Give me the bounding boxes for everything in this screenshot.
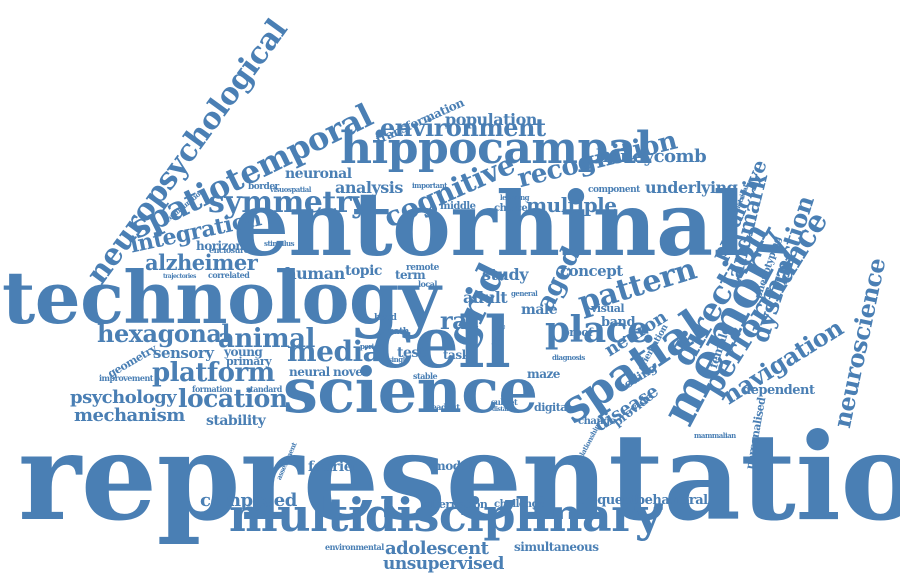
word-animal: animal: [218, 324, 315, 354]
word-simultaneous: simultaneous: [514, 540, 599, 554]
word-young: young: [224, 345, 263, 359]
word-alternation: alternation: [424, 498, 488, 511]
word-mechanism: mechanism: [74, 405, 185, 426]
word-adolescent: adolescent: [385, 538, 489, 559]
word-remote: remote: [406, 263, 439, 273]
word-subset: subset: [491, 397, 518, 407]
word-middle: middle: [440, 201, 476, 212]
word-frequent: frequent: [578, 493, 637, 508]
word-composed: composed: [200, 490, 297, 511]
word-representation: representation: [18, 407, 900, 548]
word-underlying: underlying: [645, 178, 738, 197]
word-analysis: analysis: [335, 178, 403, 197]
word-mammalian: mammalian: [694, 431, 736, 440]
word-multidisciplinary: multidisciplinary: [229, 488, 662, 542]
word-formation: formation: [192, 384, 233, 394]
word-novel: novel: [333, 365, 367, 379]
word-sensory: sensory: [153, 344, 214, 362]
word-platform: platform: [152, 358, 275, 388]
word-period: period: [360, 342, 383, 351]
word-cell: cell: [372, 301, 511, 384]
word-local: local: [418, 279, 437, 289]
word-task: task: [443, 348, 470, 362]
word-border: border: [248, 182, 279, 192]
word-hexagonal: hexagonal: [97, 319, 230, 348]
word-term: term: [395, 268, 426, 282]
word-neural: neural: [289, 365, 330, 379]
word-place: place: [545, 309, 650, 351]
word-visuospatial: visuospatial: [270, 185, 311, 194]
word-concept: concept: [560, 262, 623, 280]
word-behavioral: behavioral: [636, 493, 708, 508]
word-location: location: [178, 384, 288, 413]
word-environment: environment: [380, 113, 546, 142]
word-maze: maze: [527, 367, 560, 381]
word-readout: readout: [428, 402, 460, 412]
word-learning: learning: [500, 193, 530, 202]
word-neuronal: neuronal: [285, 166, 352, 182]
word-stability: stability: [206, 413, 266, 429]
word-distance: distance: [492, 406, 517, 413]
word-alzheimer: alzheimer: [145, 250, 258, 275]
word-improvement: improvement: [99, 373, 153, 383]
word-male: male: [521, 302, 558, 318]
word-correlated: correlated: [208, 270, 250, 280]
word-honeycomb: honeycomb: [596, 146, 707, 167]
word-test: test: [397, 345, 425, 361]
word-horizon: horizon: [196, 239, 244, 253]
word-diagnosis: diagnosis: [552, 353, 585, 362]
word-adult: adult: [463, 288, 508, 307]
word-proof: proof: [562, 326, 593, 339]
word-trajectories: trajectories: [163, 273, 196, 280]
word-environmental: environmental: [325, 542, 384, 552]
word-enclosure: enclosure: [209, 245, 249, 255]
word-general: general: [511, 289, 538, 298]
word-rat: rat: [440, 306, 478, 335]
word-band: band: [601, 315, 636, 330]
word-entorhinal: entorhinal: [233, 172, 746, 276]
word-psychology: psychology: [70, 387, 177, 408]
word-challenge: challenge: [494, 499, 544, 510]
word-unsupervised: unsupervised: [383, 554, 504, 574]
word-population: population: [445, 110, 537, 129]
word-model: model: [433, 459, 472, 473]
word-study: study: [482, 265, 529, 284]
word-head: head: [374, 313, 397, 323]
word-visual: visual: [591, 302, 625, 315]
word-hippocampal: hippocampal: [340, 123, 652, 174]
word-standard: standard: [246, 384, 282, 394]
word-technology: technology: [2, 255, 441, 340]
word-topic: topic: [345, 263, 382, 279]
word-dependent: dependent: [742, 383, 815, 398]
word-human: human: [285, 264, 345, 283]
word-stimulus: stimulus: [264, 239, 295, 248]
word-single: single: [388, 355, 409, 364]
word-multiple: multiple: [526, 193, 617, 217]
word-choice: choice: [494, 203, 528, 214]
word-science: science: [283, 354, 538, 427]
word-primary: primary: [226, 355, 272, 368]
word-stable: stable: [413, 371, 438, 381]
word-fourier: fourier: [308, 459, 360, 475]
word-medial: medial: [287, 335, 391, 368]
word-important: important: [412, 181, 447, 190]
word-path: path: [388, 327, 409, 337]
word-change: change: [578, 416, 616, 427]
word-component: component: [588, 185, 640, 195]
word-symmetry: symmetry: [208, 185, 369, 220]
word-digital: digital: [534, 401, 571, 414]
